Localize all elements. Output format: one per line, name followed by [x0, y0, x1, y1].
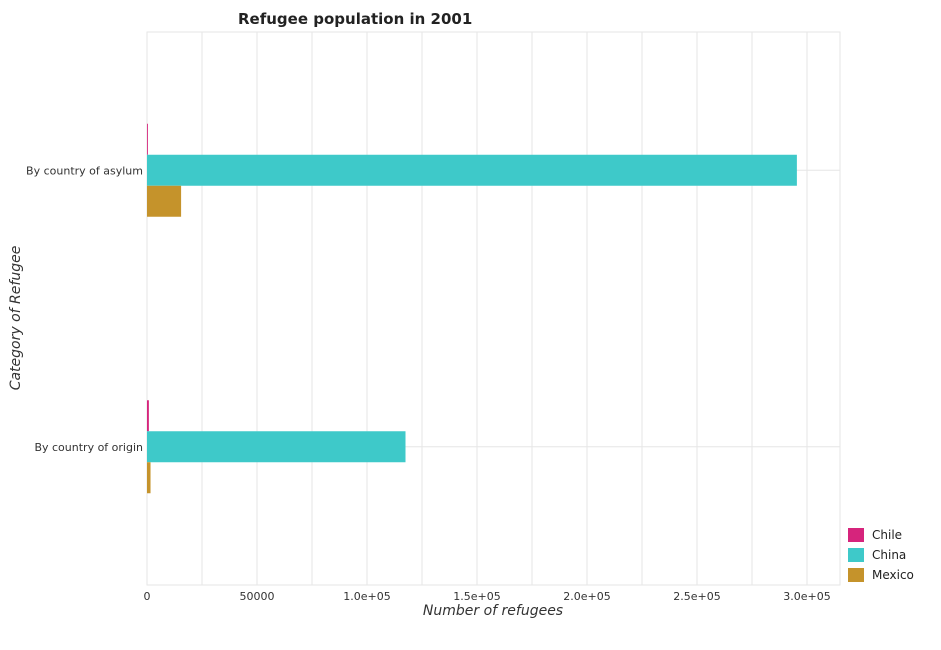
legend-label: China — [872, 548, 906, 562]
x-tick-label: 1.5e+05 — [453, 590, 500, 603]
bar-chile-1 — [147, 400, 149, 432]
legend-label: Chile — [872, 528, 902, 542]
chart-title: Refugee population in 2001 — [238, 10, 472, 28]
x-tick-label: 2.0e+05 — [563, 590, 610, 603]
bar-mexico-1 — [147, 462, 151, 494]
x-tick-label: 2.5e+05 — [673, 590, 720, 603]
grid-lines — [146, 31, 841, 586]
y-tick-label: By country of origin — [34, 441, 143, 454]
x-tick-label: 0 — [144, 590, 151, 603]
legend-label: Mexico — [872, 568, 914, 582]
legend-swatch — [848, 568, 864, 582]
legend-swatch — [848, 548, 864, 562]
bar-china-0 — [147, 154, 797, 186]
x-tick-label: 1.0e+05 — [343, 590, 390, 603]
x-axis-label: Number of refugees — [423, 603, 563, 619]
y-axis-label: Category of Refugee — [8, 246, 24, 391]
bar-chile-0 — [147, 123, 148, 155]
legend: Chile China Mexico — [848, 528, 914, 582]
plot-frame — [146, 31, 841, 586]
bar-mexico-0 — [147, 185, 182, 217]
bar-china-1 — [147, 431, 406, 463]
y-tick-label: By country of asylum — [26, 164, 143, 177]
x-axis-ticks: 0 50000 1.0e+05 1.5e+05 2.0e+05 2.5e+05 3.0e+0… — [144, 590, 831, 603]
x-tick-label: 50000 — [240, 590, 275, 603]
legend-swatch — [848, 528, 864, 542]
bars — [147, 123, 797, 494]
y-axis-ticks: By country of asylum By country of origin — [26, 164, 143, 454]
x-tick-label: 3.0e+05 — [783, 590, 830, 603]
